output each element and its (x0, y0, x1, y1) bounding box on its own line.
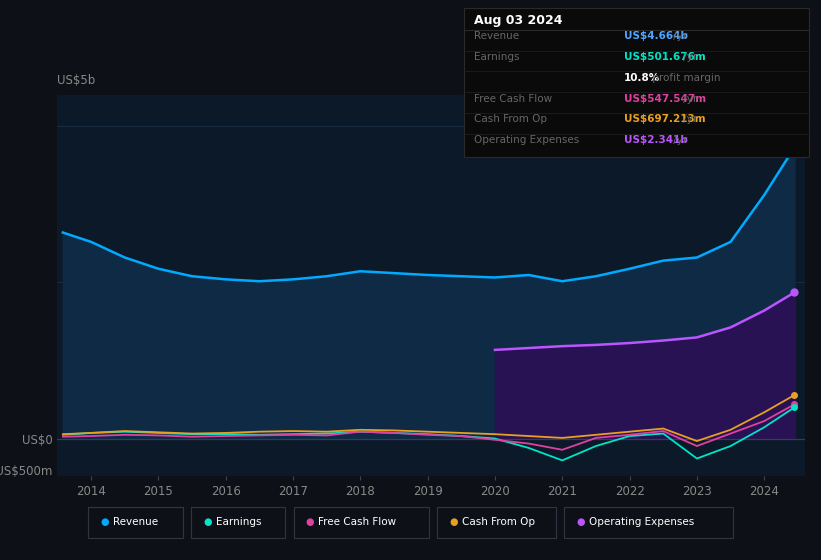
Text: ●: ● (576, 517, 585, 527)
Text: Free Cash Flow: Free Cash Flow (474, 94, 552, 104)
Text: /yr: /yr (670, 31, 687, 41)
Text: /yr: /yr (680, 114, 697, 124)
Text: ●: ● (100, 517, 109, 527)
Text: ●: ● (204, 517, 212, 527)
Text: Cash From Op: Cash From Op (474, 114, 547, 124)
Text: Operating Expenses: Operating Expenses (474, 136, 579, 145)
Text: profit margin: profit margin (649, 73, 721, 83)
Text: Operating Expenses: Operating Expenses (589, 517, 695, 527)
Text: Free Cash Flow: Free Cash Flow (319, 517, 397, 527)
Text: /yr: /yr (670, 136, 687, 145)
Text: US$4.664b: US$4.664b (624, 31, 688, 41)
Text: /yr: /yr (680, 52, 697, 62)
Text: 10.8%: 10.8% (624, 73, 660, 83)
Text: Revenue: Revenue (112, 517, 158, 527)
Text: Cash From Op: Cash From Op (461, 517, 534, 527)
Text: US$547.547m: US$547.547m (624, 94, 706, 104)
Text: Aug 03 2024: Aug 03 2024 (474, 14, 562, 27)
Text: Earnings: Earnings (474, 52, 519, 62)
Text: US$697.213m: US$697.213m (624, 114, 705, 124)
Text: /yr: /yr (680, 94, 697, 104)
Text: ●: ● (450, 517, 458, 527)
Text: Revenue: Revenue (474, 31, 519, 41)
Text: ●: ● (306, 517, 314, 527)
Text: US$501.676m: US$501.676m (624, 52, 706, 62)
Text: Earnings: Earnings (215, 517, 261, 527)
Text: US$2.341b: US$2.341b (624, 136, 688, 145)
Text: US$5b: US$5b (57, 74, 96, 87)
